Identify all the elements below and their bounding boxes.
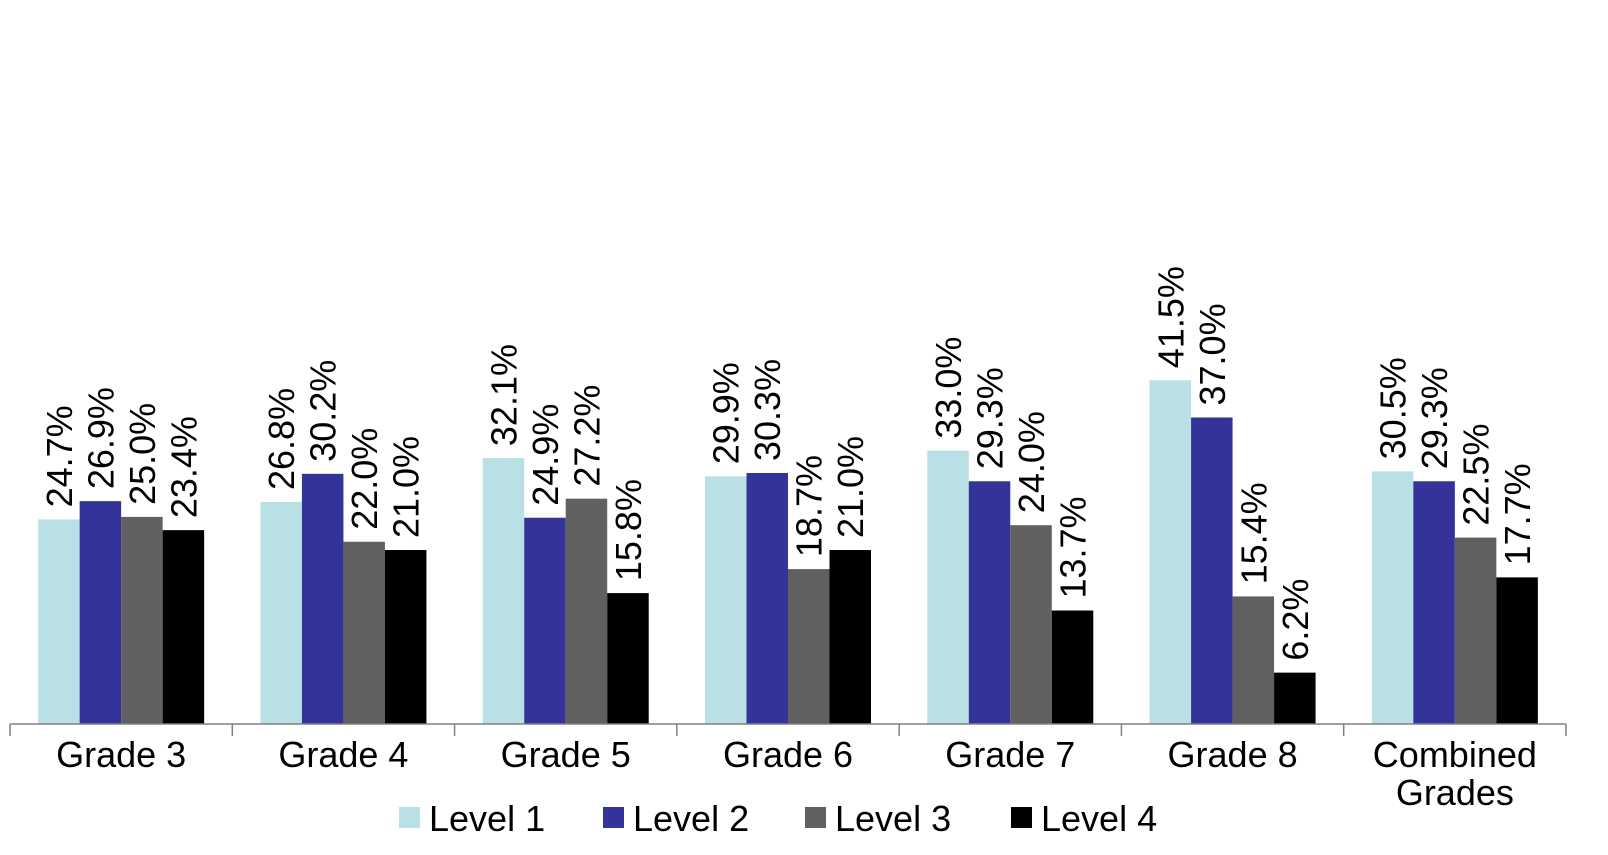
data-label-grade-4-level-3: 22.0% xyxy=(344,428,385,530)
legend-label-level-3: Level 3 xyxy=(835,798,951,839)
bar-grade-7-level-2 xyxy=(968,481,1011,724)
data-label-grade-4-level-2: 30.2% xyxy=(303,360,344,462)
bar-grade-3-level-3 xyxy=(121,516,163,724)
bar-grade-5-level-4 xyxy=(607,593,649,724)
data-label-grade-5-level-4: 15.8% xyxy=(608,479,649,581)
data-label-grade-5-level-2: 24.9% xyxy=(525,404,566,506)
bar-grade-5-level-3 xyxy=(565,498,608,724)
bar-grade-4-level-1 xyxy=(260,501,302,724)
bar-grade-5-level-2 xyxy=(524,517,566,724)
data-label-grade-5-level-3: 27.2% xyxy=(566,385,607,487)
legend: Level 1 Level 2 Level 3 Level 4 xyxy=(399,798,1157,839)
legend-swatch-level-4 xyxy=(1011,807,1032,828)
data-label-grade-6-level-2: 30.3% xyxy=(747,359,788,461)
category-label-line: Combined xyxy=(1373,734,1537,775)
bar-grade-8-level-3 xyxy=(1232,596,1275,724)
data-label-grade-8-level-2: 37.0% xyxy=(1192,303,1233,405)
bar-grade-7-level-1 xyxy=(927,450,969,724)
data-label-combined-grades-level-4: 17.7% xyxy=(1497,463,1538,565)
data-label-grade-7-level-1: 33.0% xyxy=(928,337,969,439)
data-label-grade-7-level-2: 29.3% xyxy=(970,367,1011,469)
bar-grade-7-level-4 xyxy=(1051,610,1094,724)
data-label-grade-3-level-3: 25.0% xyxy=(122,403,163,505)
category-label-grade-5: Grade 5 xyxy=(501,734,631,775)
bars-layer xyxy=(38,380,1538,724)
bar-grade-3-level-1 xyxy=(38,519,80,724)
data-label-grade-6-level-4: 21.0% xyxy=(830,436,871,538)
bar-grade-6-level-4 xyxy=(829,550,871,724)
bar-grade-4-level-4 xyxy=(384,550,427,724)
legend-swatch-level-3 xyxy=(805,807,826,828)
bar-grade-6-level-3 xyxy=(788,569,830,724)
data-label-combined-grades-level-1: 30.5% xyxy=(1373,357,1414,459)
bar-combined-grades-level-3 xyxy=(1454,537,1497,724)
data-label-grade-5-level-1: 32.1% xyxy=(483,344,524,446)
legend-label-level-2: Level 2 xyxy=(633,798,749,839)
bar-combined-grades-level-1 xyxy=(1371,471,1414,724)
bar-grade-6-level-1 xyxy=(705,476,747,724)
data-labels-layer: 24.7% 26.9% 25.0% 23.4% 26.8% 30.2%22.0% 21.0%… xyxy=(39,266,1538,661)
data-label-grade-8-level-1: 41.5% xyxy=(1150,266,1191,368)
category-label-grade-8: Grade 8 xyxy=(1168,734,1298,775)
category-label-grade-6: Grade 6 xyxy=(723,734,853,775)
bar-grade-8-level-1 xyxy=(1149,380,1192,724)
bar-grade-5-level-1 xyxy=(482,458,525,724)
bar-grade-6-level-2 xyxy=(746,472,788,724)
bar-grade-4-level-3 xyxy=(343,541,385,724)
data-label-grade-7-level-3: 24.0% xyxy=(1011,411,1052,513)
data-label-combined-grades-level-2: 29.3% xyxy=(1414,367,1455,469)
data-label-grade-6-level-1: 29.9% xyxy=(706,362,747,464)
category-label-grade-4: Grade 4 xyxy=(278,734,408,775)
bar-grade-8-level-4 xyxy=(1274,672,1316,724)
bar-grade-3-level-2 xyxy=(79,501,122,724)
category-label-line: Grades xyxy=(1396,772,1514,813)
bar-grade-8-level-2 xyxy=(1191,417,1233,724)
bar-grade-3-level-4 xyxy=(162,530,205,724)
legend-swatch-level-2 xyxy=(603,807,624,828)
data-label-combined-grades-level-3: 22.5% xyxy=(1456,424,1497,526)
legend-label-level-4: Level 4 xyxy=(1041,798,1157,839)
bar-grade-7-level-3 xyxy=(1010,525,1052,724)
data-label-grade-3-level-1: 24.7% xyxy=(39,405,80,507)
data-label-grade-4-level-4: 21.0% xyxy=(386,436,427,538)
legend-swatch-level-1 xyxy=(399,807,420,828)
category-label-grade-7: Grade 7 xyxy=(945,734,1075,775)
x-axis xyxy=(9,723,1567,736)
category-label-combined-grades: Combined Grades xyxy=(1373,734,1537,813)
data-label-grade-4-level-1: 26.8% xyxy=(261,388,302,490)
category-label-grade-3: Grade 3 xyxy=(56,734,186,775)
data-label-grade-8-level-4: 6.2% xyxy=(1275,579,1316,661)
data-label-grade-3-level-2: 26.9% xyxy=(80,387,121,489)
data-label-grade-6-level-3: 18.7% xyxy=(789,455,830,557)
legend-label-level-1: Level 1 xyxy=(429,798,545,839)
bar-combined-grades-level-2 xyxy=(1413,481,1455,724)
data-label-grade-7-level-4: 13.7% xyxy=(1053,496,1094,598)
bar-combined-grades-level-4 xyxy=(1496,577,1538,724)
data-label-grade-8-level-3: 15.4% xyxy=(1233,482,1274,584)
data-label-grade-3-level-4: 23.4% xyxy=(163,416,204,518)
category-labels: Grade 3 Grade 4 Grade 5 Grade 6 Grade 7 Grade… xyxy=(56,734,1537,813)
bar-grade-4-level-2 xyxy=(301,473,344,724)
